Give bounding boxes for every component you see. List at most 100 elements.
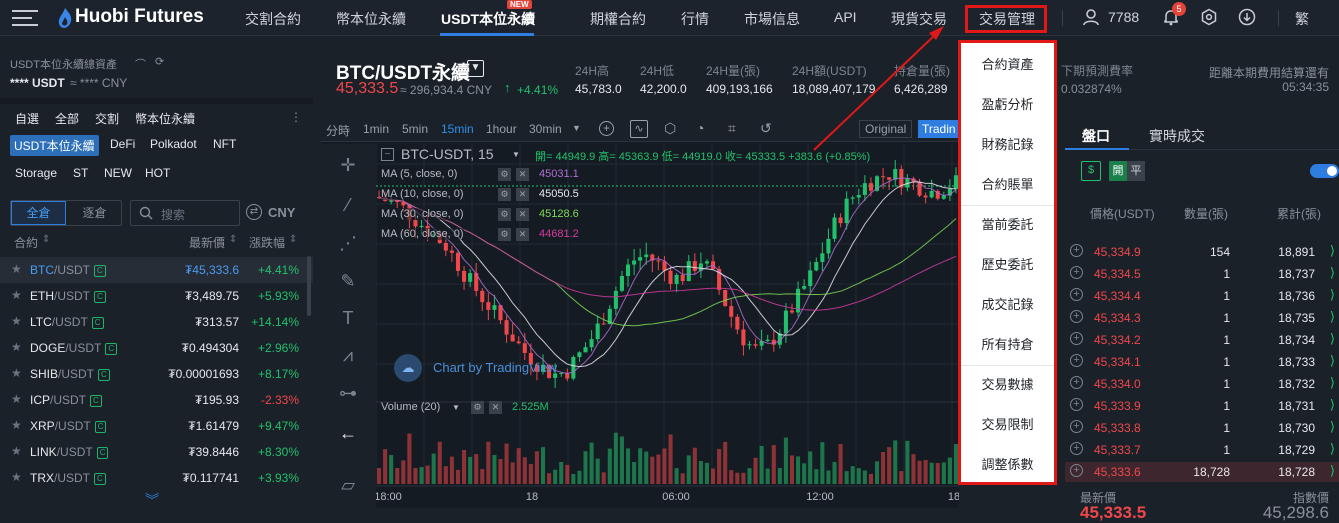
star-icon[interactable]: ★ <box>11 366 22 380</box>
chevron-right-icon[interactable]: ⟩ <box>1329 353 1335 368</box>
brush-icon[interactable]: ✎ <box>340 271 356 291</box>
tab-trades[interactable]: 實時成交 <box>1149 128 1205 144</box>
category-coin-swap[interactable]: 幣本位永續 <box>135 112 196 126</box>
dropdown-item[interactable]: 合約賬單 <box>981 177 1034 192</box>
ask-row[interactable]: +45,334.9 154 18,891 ⟩ <box>1065 241 1339 263</box>
add-order-icon[interactable]: + <box>1070 464 1083 477</box>
chevron-down-icon[interactable]: ▼ <box>512 150 520 159</box>
dropdown-item[interactable]: 合約資產 <box>981 57 1034 72</box>
add-order-icon[interactable]: + <box>1070 398 1083 411</box>
dropdown-item[interactable]: 成交記錄 <box>981 297 1034 312</box>
chevron-right-icon[interactable]: ⟩ <box>1329 397 1335 412</box>
ask-row[interactable]: +45,334.4 1 18,736 ⟩ <box>1065 285 1339 307</box>
star-icon[interactable]: ★ <box>11 314 22 328</box>
pair-title[interactable]: BTC/USDT永續 <box>336 63 471 84</box>
star-icon[interactable]: ★ <box>11 444 22 458</box>
chevron-right-icon[interactable]: ⟩ <box>1329 265 1335 280</box>
candlestick-chart[interactable]: 18:00 18 06:00 12:00 18 <box>376 144 959 508</box>
add-indicator-icon[interactable]: + <box>599 121 614 136</box>
measure-icon[interactable]: ⊶ <box>339 383 357 403</box>
volume-label[interactable]: Volume (20) <box>381 401 441 413</box>
ma-settings-icon[interactable]: ⚙ <box>498 208 511 221</box>
market-row[interactable]: ★ DOGE/USDT C ₮0.494304 +2.96% <box>0 335 313 361</box>
dropdown-item[interactable]: 所有持倉 <box>981 337 1034 352</box>
settings-icon[interactable] <box>1200 8 1218 29</box>
chip-defi[interactable]: DeFi <box>110 137 136 151</box>
ask-price[interactable]: 45,334.3 <box>1094 311 1141 325</box>
star-icon[interactable]: ★ <box>11 470 22 484</box>
back-arrow-icon[interactable]: ← <box>339 423 357 443</box>
ask-row[interactable]: +45,334.1 1 18,733 ⟩ <box>1065 351 1339 373</box>
market-row[interactable]: ★ XRP/USDT C ₮1.61479 +9.47% <box>0 413 313 439</box>
chevron-right-icon[interactable]: ⟩ <box>1329 331 1335 346</box>
ask-row[interactable]: +45,334.5 1 18,737 ⟩ <box>1065 263 1339 285</box>
settings-icon[interactable]: ⬡ <box>664 120 677 136</box>
tf-1hour[interactable]: 1hour <box>486 122 517 136</box>
add-order-icon[interactable]: + <box>1070 310 1083 323</box>
download-icon[interactable] <box>1238 8 1256 29</box>
chip-polkadot[interactable]: Polkadot <box>150 137 197 151</box>
ma-close-icon[interactable]: ✕ <box>516 168 529 181</box>
pattern-icon[interactable]: ⩘ <box>342 345 354 365</box>
tf-1min[interactable]: 1min <box>363 122 390 136</box>
volume-settings-icon[interactable]: ⚙ <box>471 401 484 414</box>
market-row[interactable]: ★ TRX/USDT C ₮0.117741 +3.93% <box>0 465 313 491</box>
add-order-icon[interactable]: + <box>1070 288 1083 301</box>
symbol-line[interactable]: BTC-USDT, 15 <box>401 146 494 162</box>
ask-price[interactable]: 45,334.1 <box>1094 355 1141 369</box>
nav-markets[interactable]: 行情 <box>681 11 709 27</box>
ma-close-icon[interactable]: ✕ <box>516 208 529 221</box>
ma-settings-icon[interactable]: ⚙ <box>498 168 511 181</box>
refresh-icon[interactable]: ⟳ <box>155 56 165 68</box>
screenshot-icon[interactable]: ⌗ <box>728 120 736 136</box>
market-row[interactable]: ★ ICP/USDT C ₮195.93 -2.33% <box>0 387 313 413</box>
dropdown-item[interactable]: 歷史委託 <box>981 257 1034 272</box>
clock-icon[interactable]: ◔ <box>696 120 705 136</box>
chip-nft[interactable]: NFT <box>213 137 237 151</box>
chip-st[interactable]: ST <box>73 166 89 180</box>
more-icon[interactable]: ⋮ <box>290 110 302 124</box>
ask-price[interactable]: 45,334.5 <box>1094 267 1141 281</box>
sort-icon[interactable]: ⇕ <box>229 234 238 245</box>
market-row[interactable]: ★ LTC/USDT C ₮313.57 +14.14% <box>0 309 313 335</box>
nav-api[interactable]: API <box>834 9 857 25</box>
ma-settings-icon[interactable]: ⚙ <box>498 228 511 241</box>
tab-orderbook[interactable]: 盤口 <box>1082 128 1110 144</box>
dropdown-item[interactable]: 調整係數 <box>981 457 1034 472</box>
add-order-icon[interactable]: + <box>1070 442 1083 455</box>
ask-row[interactable]: +45,333.9 1 18,731 ⟩ <box>1065 395 1339 417</box>
add-order-icon[interactable]: + <box>1070 376 1083 389</box>
ma-close-icon[interactable]: ✕ <box>516 188 529 201</box>
add-order-icon[interactable]: + <box>1070 332 1083 345</box>
ask-price[interactable]: 45,333.9 <box>1094 399 1141 413</box>
tf-30min[interactable]: 30min <box>529 122 562 136</box>
expand-down-icon[interactable]: ︾ <box>145 492 159 508</box>
search-box[interactable]: 搜索 <box>130 200 240 226</box>
ask-price[interactable]: 45,334.0 <box>1094 377 1141 391</box>
nav-usdt-swap[interactable]: USDT本位永續 <box>441 11 536 27</box>
crosshair-icon[interactable]: ✛ <box>340 155 356 175</box>
currency-icon[interactable]: ⇄ <box>246 204 262 220</box>
chevron-right-icon[interactable]: ⟩ <box>1329 463 1335 478</box>
chevron-right-icon[interactable]: ⟩ <box>1329 375 1335 390</box>
user-id[interactable]: 7788 <box>1108 9 1140 25</box>
nav-trade-management[interactable]: 交易管理 <box>979 11 1035 27</box>
ask-row[interactable]: +45,334.3 1 18,735 ⟩ <box>1065 307 1339 329</box>
dropdown-item[interactable]: 當前委託 <box>981 217 1034 232</box>
chevron-down-icon[interactable]: ▼ <box>572 123 581 133</box>
ma-close-icon[interactable]: ✕ <box>516 228 529 241</box>
chevron-right-icon[interactable]: ⟩ <box>1329 441 1335 456</box>
ask-row[interactable]: +45,334.0 1 18,732 ⟩ <box>1065 373 1339 395</box>
ask-price[interactable]: 45,334.9 <box>1094 245 1141 259</box>
ruler-icon[interactable]: ▱ <box>341 475 355 495</box>
market-row[interactable]: ★ SHIB/USDT C ₮0.00001693 +8.17% <box>0 361 313 387</box>
chip-new[interactable]: NEW <box>104 166 132 180</box>
ask-price[interactable]: 45,333.6 <box>1094 465 1141 479</box>
category-all[interactable]: 全部 <box>55 112 80 126</box>
col-contract[interactable]: 合約 <box>14 236 39 250</box>
ask-row[interactable]: +45,333.6 18,728 18,728 ⟩ <box>1065 461 1339 483</box>
star-icon[interactable]: ★ <box>11 392 22 406</box>
text-icon[interactable]: T <box>342 308 354 328</box>
nav-delivery[interactable]: 交割合約 <box>245 11 301 27</box>
chip-hot[interactable]: HOT <box>145 166 171 180</box>
